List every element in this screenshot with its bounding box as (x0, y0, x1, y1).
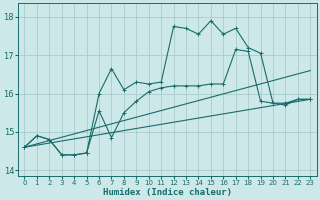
X-axis label: Humidex (Indice chaleur): Humidex (Indice chaleur) (103, 188, 232, 197)
